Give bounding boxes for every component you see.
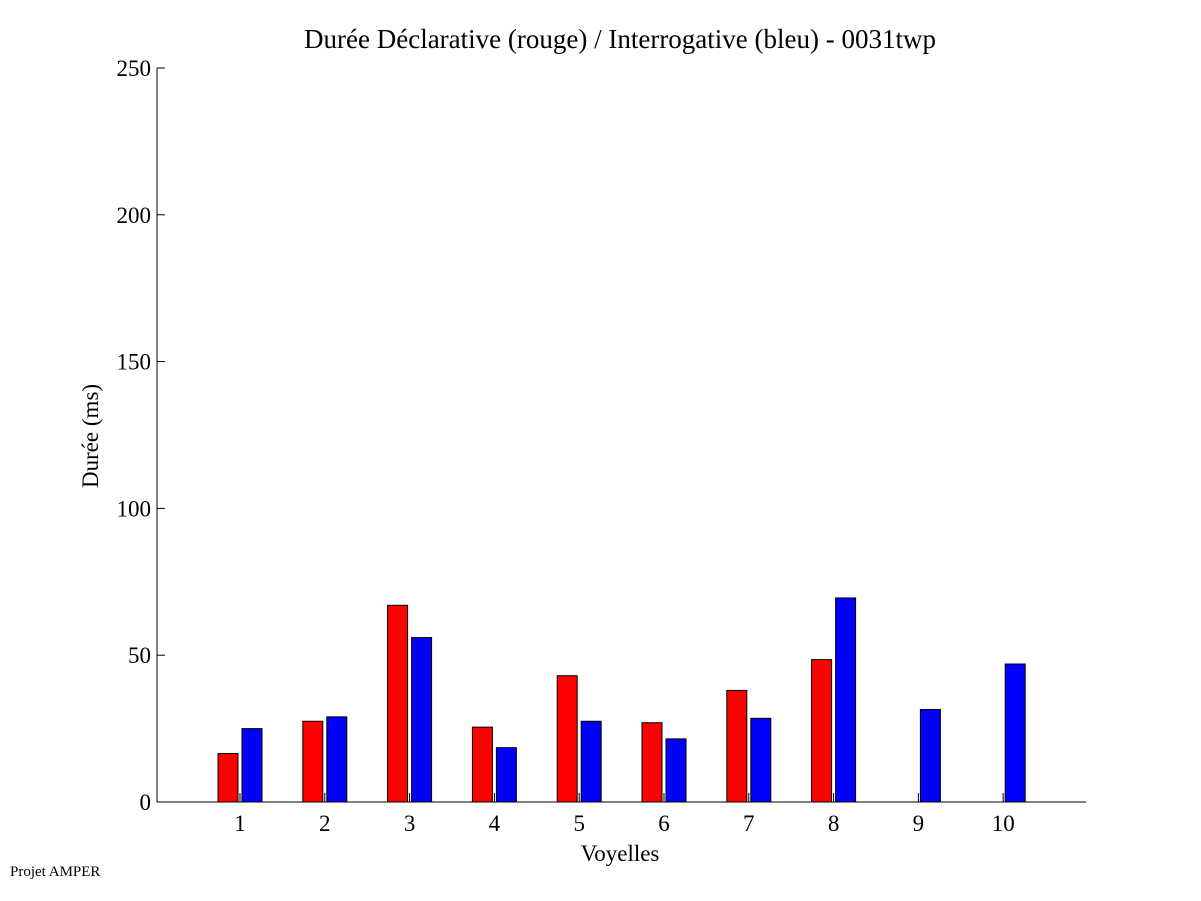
chart-title: Durée Déclarative (rouge) / Interrogativ… [304,24,936,54]
x-axis-label: Voyelles [581,841,660,866]
x-tick-label: 7 [743,811,755,836]
bar-declarative [302,720,324,803]
x-tick-label: 2 [319,811,331,836]
footer-credit: Projet AMPER [10,864,101,880]
bar-interrogative [919,709,941,803]
y-tick-label: 200 [117,203,152,228]
bar-interrogative [665,738,687,803]
bar-declarative [556,675,578,803]
x-tick-label: 5 [573,811,585,836]
bar-declarative [811,659,833,803]
y-tick-label: 0 [140,790,152,815]
bar-declarative [641,722,663,803]
y-axis-label: Durée (ms) [78,384,103,488]
y-tick-label: 50 [128,643,151,668]
bar-interrogative [1004,663,1026,803]
y-tick-label: 150 [117,350,152,375]
x-tick-label: 3 [404,811,416,836]
x-tick-label: 6 [658,811,670,836]
bar-declarative [217,753,239,803]
bar-declarative [471,726,493,803]
bar-interrogative [495,747,517,803]
y-tick-label: 250 [117,56,152,81]
ticks: 0 50 100 150 200 250 1 2 3 4 5 6 7 8 9 10 [117,56,1015,836]
x-tick-label: 1 [234,811,246,836]
bar-declarative [387,604,409,803]
bar-interrogative [241,728,263,803]
x-tick-label: 10 [992,811,1015,836]
bar-interrogative [835,597,857,803]
bar-declarative [726,689,748,803]
bars [217,597,1026,803]
bar-interrogative [750,717,772,803]
axes [156,68,1086,803]
bar-interrogative [580,720,602,803]
y-tick-label: 100 [117,496,152,521]
x-tick-label: 8 [828,811,840,836]
x-tick-label: 9 [913,811,925,836]
x-tick-label: 4 [489,811,501,836]
bar-interrogative [326,716,348,803]
bar-interrogative [411,637,433,803]
